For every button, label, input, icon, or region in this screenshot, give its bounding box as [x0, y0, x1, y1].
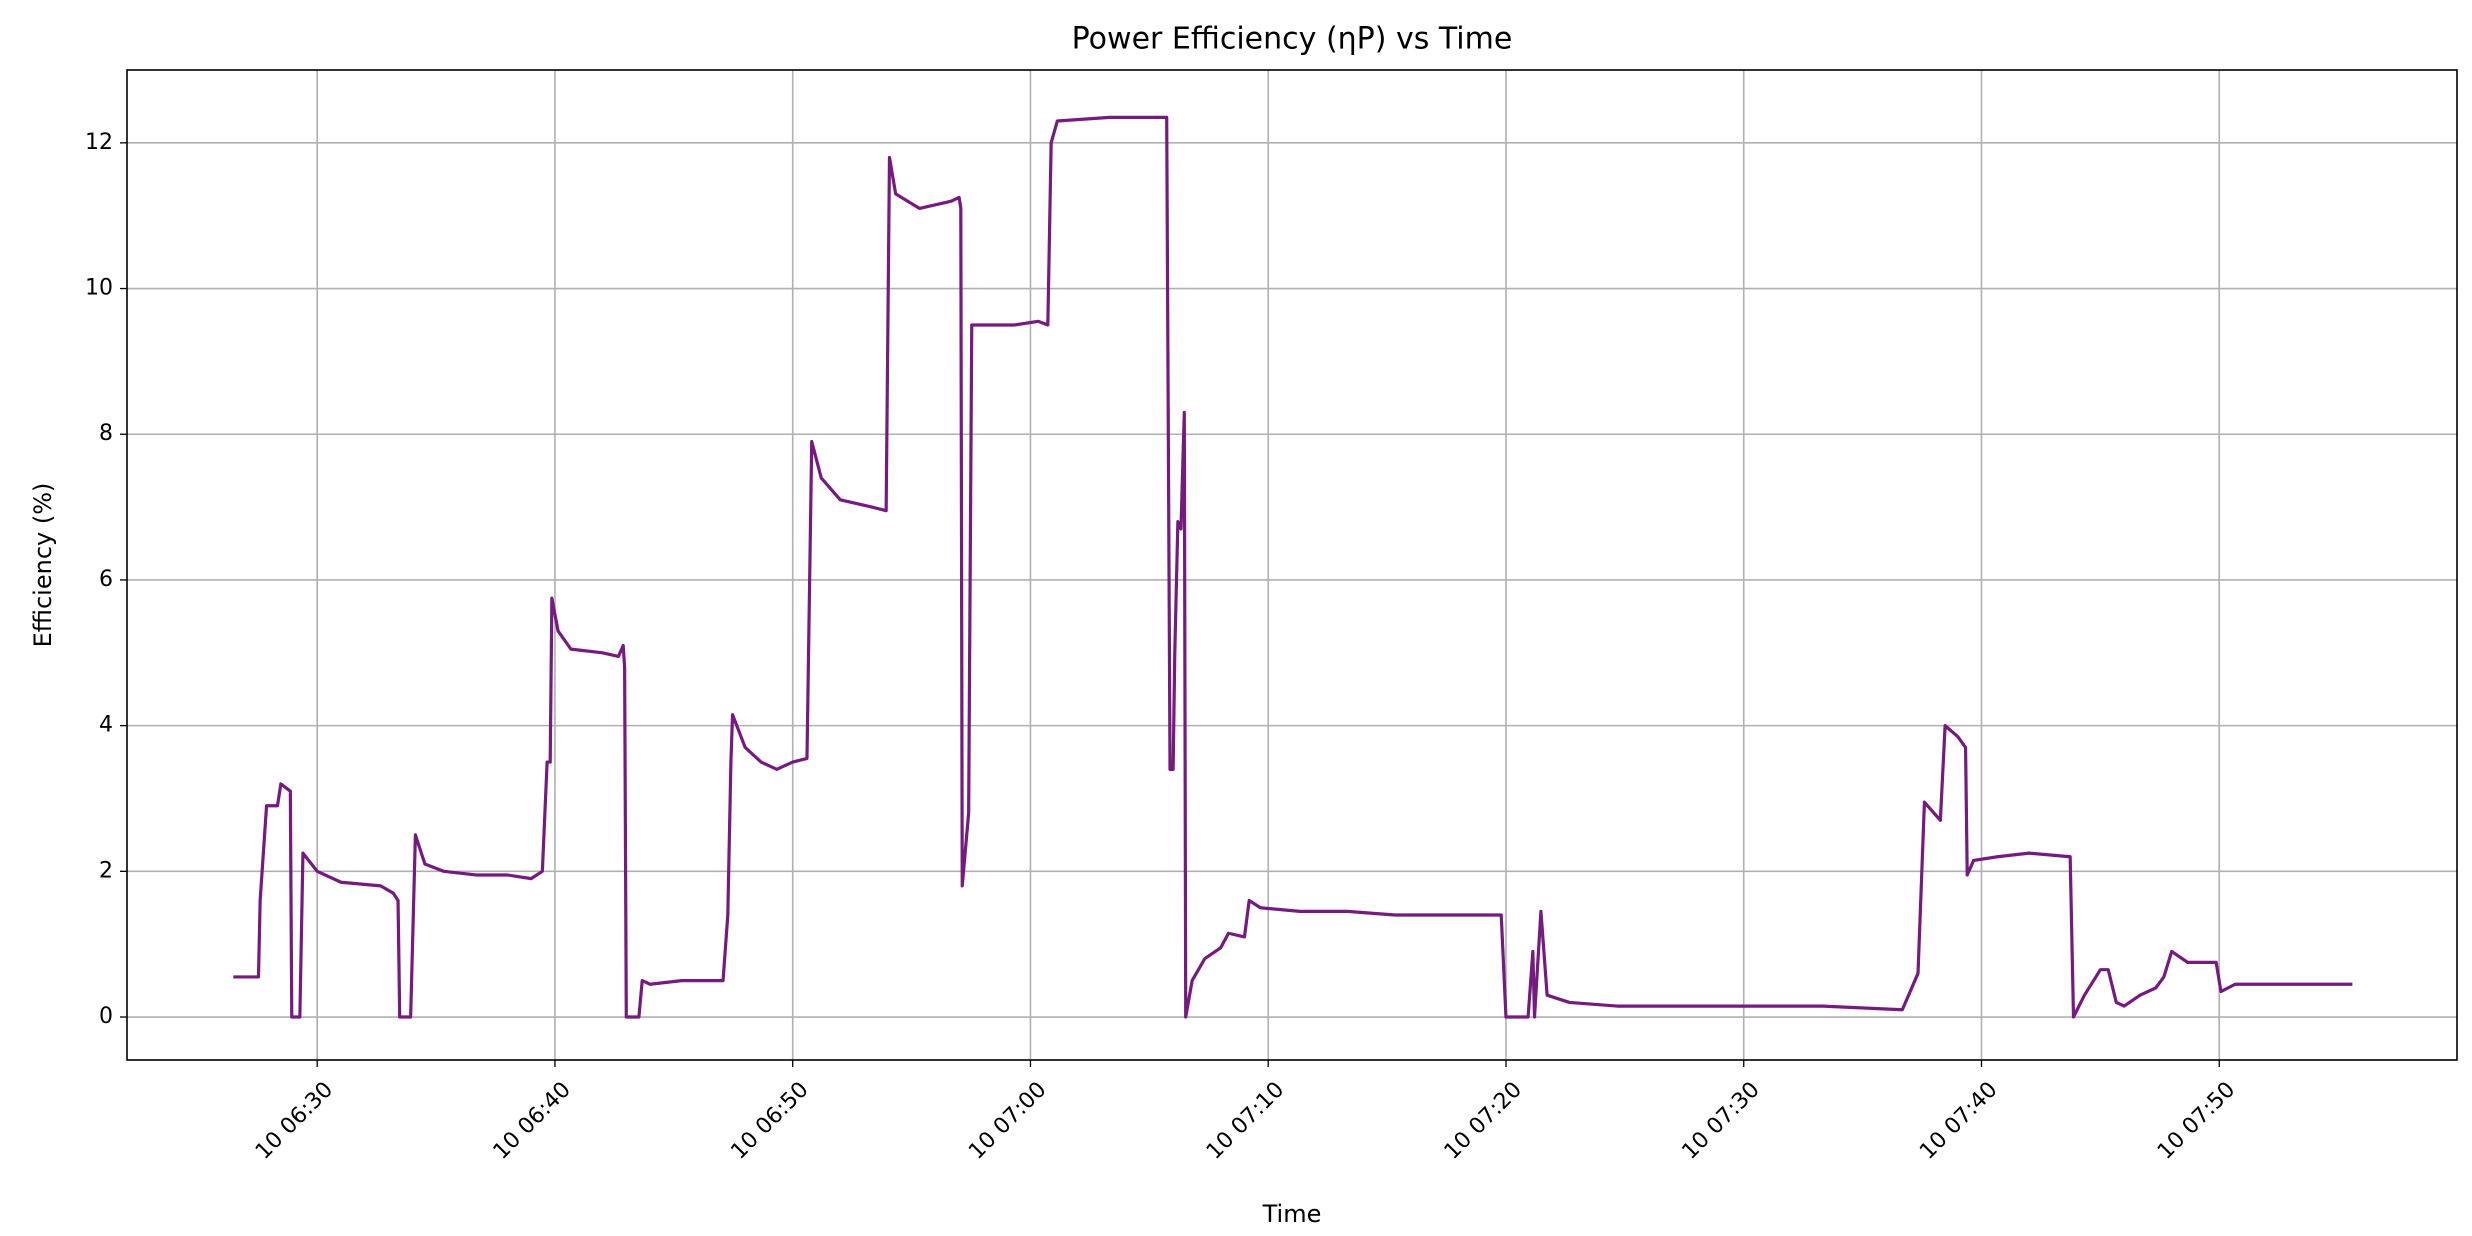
y-tick-label: 2 [99, 858, 113, 883]
plot-frame [126, 69, 2458, 1061]
y-tick-label: 8 [99, 421, 113, 446]
x-axis-label: Time [1262, 1200, 1322, 1228]
y-tick-label: 12 [85, 130, 113, 155]
chart-title: Power Efficiency (ηP) vs Time [1072, 22, 1513, 57]
y-tick-label: 4 [99, 713, 113, 738]
y-tick-label: 6 [99, 567, 113, 592]
y-axis-label: Efficiency (%) [29, 483, 57, 648]
data-line [233, 115, 2353, 1019]
y-tick-label: 10 [85, 276, 113, 301]
y-tick-label: 0 [99, 1004, 113, 1029]
